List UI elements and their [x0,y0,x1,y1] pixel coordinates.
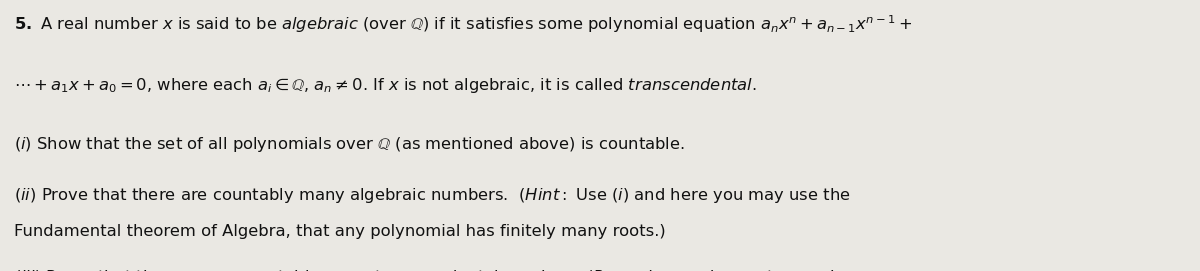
Text: $\mathbf{5.}$ A real number $x$ is said to be $\mathit{algebraic}$ (over $\mathb: $\mathbf{5.}$ A real number $x$ is said … [14,14,912,35]
Text: $(iii)$ Prove that there are uncountably many transcendental numbers. $(\mathit{: $(iii)$ Prove that there are uncountably… [14,268,889,271]
Text: $(ii)$ Prove that there are countably many algebraic numbers.  $(\mathit{Hint}:$: $(ii)$ Prove that there are countably ma… [14,186,851,205]
Text: $\cdots + a_1 x + a_0 = 0$, where each $a_i \in \mathbb{Q}$, $a_n \neq 0$. If $x: $\cdots + a_1 x + a_0 = 0$, where each $… [14,76,757,95]
Text: Fundamental theorem of Algebra, that any polynomial has finitely many roots.): Fundamental theorem of Algebra, that any… [14,224,666,238]
Text: $(i)$ Show that the set of all polynomials over $\mathbb{Q}$ (as mentioned above: $(i)$ Show that the set of all polynomia… [14,136,685,154]
